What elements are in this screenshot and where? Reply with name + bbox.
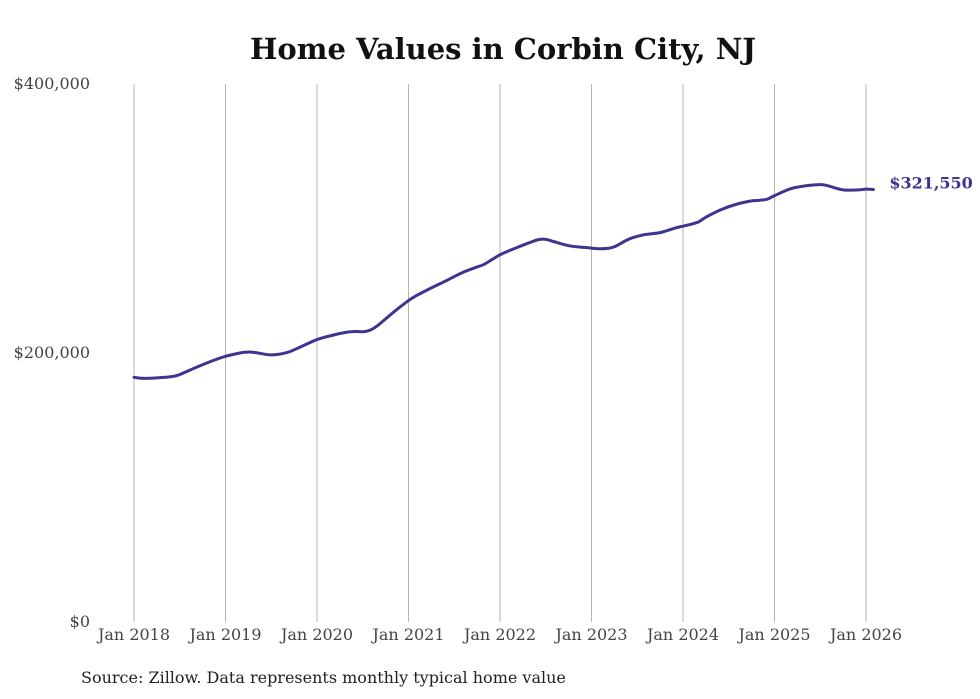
x-tick-label: Jan 2025	[736, 625, 810, 644]
x-axis-tick-labels: Jan 2018 Jan 2019 Jan 2020 Jan 2021 Jan 2022…	[96, 625, 902, 644]
chart-title: Home Values in Corbin City, NJ	[250, 32, 756, 66]
y-axis-tick-labels: $0 $200,000 $400,000	[14, 74, 90, 631]
gridlines	[133, 84, 867, 622]
source-note: Source: Zillow. Data represents monthly …	[81, 668, 566, 687]
series-line	[132, 183, 875, 380]
y-tick-label: $200,000	[14, 343, 90, 362]
y-tick-label: $400,000	[14, 74, 90, 93]
x-tick-label: Jan 2023	[553, 625, 627, 644]
x-tick-label: Jan 2024	[645, 625, 719, 644]
x-tick-label: Jan 2020	[279, 625, 353, 644]
x-tick-label: Jan 2022	[462, 625, 536, 644]
x-tick-label: Jan 2018	[96, 625, 170, 644]
x-tick-label: Jan 2026	[828, 625, 902, 644]
x-tick-label: Jan 2019	[187, 625, 261, 644]
y-tick-label: $0	[70, 612, 90, 631]
series-layer: $321,550	[132, 174, 973, 380]
series-end-value-label: $321,550	[889, 174, 973, 193]
x-tick-label: Jan 2021	[370, 625, 444, 644]
